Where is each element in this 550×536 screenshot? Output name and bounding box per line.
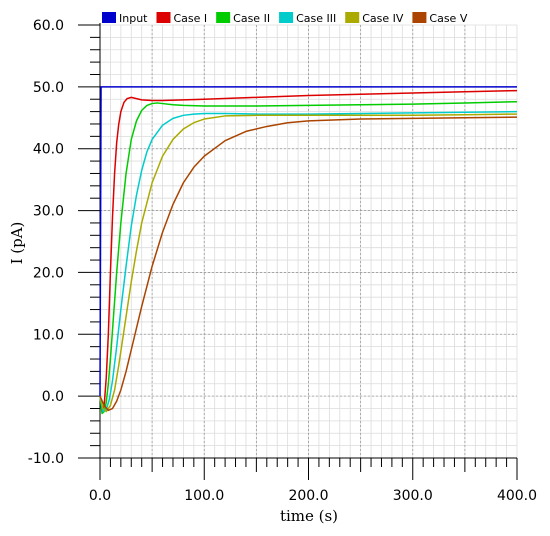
x-tick-label: 200.0	[288, 488, 328, 504]
y-tick-label: 30.0	[33, 204, 64, 220]
x-tick-label: 100.0	[184, 488, 224, 504]
legend-label-case-ii: Case II	[233, 12, 270, 25]
series-line-case-iv	[99, 113, 518, 413]
legend-swatch-case-i	[156, 12, 171, 23]
x-tick-label: 400.0	[497, 488, 537, 504]
grid	[99, 24, 518, 459]
y-tick-label: 0.0	[42, 389, 64, 405]
series-line-case-i	[99, 89, 518, 413]
y-tick-label: 40.0	[33, 142, 64, 158]
x-tick-label: 300.0	[393, 488, 433, 504]
legend-label-input: Input	[119, 12, 148, 25]
series-line-case-v	[99, 116, 518, 412]
y-axis-title: I (pA)	[8, 222, 26, 265]
y-tick-label: 50.0	[33, 80, 64, 96]
y-tick-label: 60.0	[33, 18, 64, 34]
legend-label-case-iii: Case III	[296, 12, 336, 25]
series-lines	[99, 86, 518, 415]
y-tick-label: 10.0	[33, 327, 64, 343]
legend-label-case-v: Case V	[429, 12, 467, 25]
legend-swatch-case-ii	[216, 12, 231, 23]
legend-swatch-case-v	[412, 12, 427, 23]
x-axis-title: time (s)	[280, 507, 338, 525]
legend-swatch-case-iii	[279, 12, 294, 23]
legend-label-case-i: Case I	[173, 12, 207, 25]
legend-label-case-iv: Case IV	[362, 12, 404, 25]
x-tick-label: 0.0	[89, 488, 111, 504]
legend-swatch-input	[102, 12, 116, 23]
y-tick-label: 20.0	[33, 265, 64, 281]
legend-swatch-case-iv	[345, 12, 360, 23]
y-tick-label: -10.0	[28, 451, 64, 467]
tick-labels: -10.0 0.0 10.0 20.0 30.0 40.0 50.0 60.0 0.0 100.0…	[28, 18, 537, 504]
legend: Input Case I Case II Case III Case IV Case V	[102, 12, 468, 25]
series-line-case-iii	[99, 110, 518, 413]
series-line-case-ii	[99, 100, 518, 415]
series-line-input	[99, 86, 517, 397]
